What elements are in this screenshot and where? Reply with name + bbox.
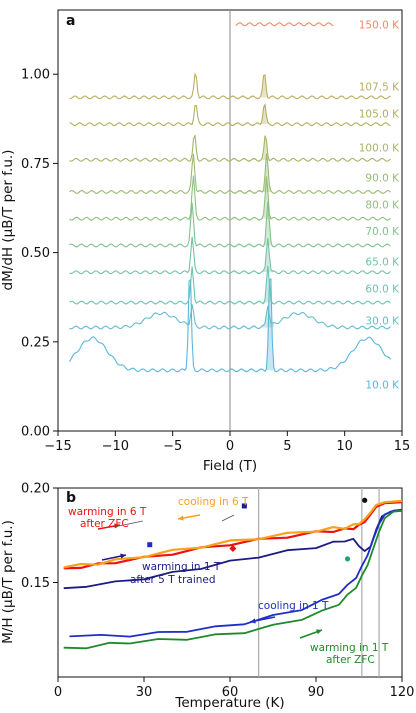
b-marker-circle: [362, 497, 368, 503]
a-xtick-label: 0: [226, 439, 234, 454]
a-series-line: [69, 175, 391, 221]
b-series-line: [63, 499, 403, 569]
a-ytick-label: 0.75: [21, 157, 50, 172]
a-series-shade: [232, 176, 273, 221]
a-ytick-label: 0.00: [21, 425, 50, 440]
b-arrow-head: [120, 553, 126, 559]
a-series-label: 70.0 K: [365, 226, 400, 238]
a-series-label: 10.0 K: [365, 380, 400, 392]
a-series-shade: [232, 265, 274, 304]
a-series-label: 65.0 K: [365, 257, 400, 269]
b-arrow-head: [250, 618, 256, 624]
b-xtick-label: 90: [308, 685, 325, 700]
a-ytick-label: 0.25: [21, 335, 50, 350]
a-series-line: [69, 72, 391, 100]
panel-b-ylabel: M/H (μB/T per f.u.): [0, 520, 16, 644]
a-series-line: [235, 22, 334, 27]
b-leader: [221, 514, 235, 522]
a-xtick-label: −10: [102, 439, 129, 454]
panel-b-ticks: 0 30 60 90 120 0.15 0.20: [21, 482, 414, 701]
b-annotation: after ZFC: [80, 518, 129, 530]
b-xtick-label: 120: [390, 685, 415, 700]
a-series-shade: [232, 237, 274, 274]
b-marker-square: [241, 503, 247, 509]
b-series-line: [63, 501, 403, 570]
a-ytick-label: 0.50: [21, 246, 50, 261]
a-xtick-label: 5: [283, 439, 291, 454]
a-series-label: 100.0 K: [359, 142, 400, 154]
a-series-line: [69, 278, 391, 373]
b-marker-circle: [344, 556, 351, 562]
b-xtick-label: 60: [222, 685, 239, 700]
panel-a-xlabel: Field (T): [203, 458, 257, 474]
b-marker-diamond: [229, 544, 237, 552]
a-series-line: [69, 265, 391, 305]
a-xtick-label: −15: [44, 439, 71, 454]
a-series-label: 80.0 K: [365, 199, 400, 211]
a-series-label: 30.0 K: [365, 315, 400, 327]
panel-b-xlabel: Temperature (K): [174, 695, 284, 711]
a-series-shade: [232, 153, 273, 194]
b-ytick-label: 0.15: [21, 576, 50, 591]
panel-a-ylabel: dM/dH (μB/T per f.u.): [0, 150, 16, 291]
b-marker-square: [147, 542, 153, 548]
chart-panel-a: 10.0 K 30.0 K 60.0 K 65.0 K 70.0 K 80.0 K 90.0…: [0, 9, 410, 474]
b-arrow-head: [178, 515, 184, 521]
panel-a-letter: a: [66, 13, 75, 29]
b-series-line: [69, 508, 403, 638]
a-series-label: 60.0 K: [365, 283, 400, 295]
b-xtick-label: 0: [54, 685, 62, 700]
b-series-line: [63, 509, 403, 650]
a-xtick-label: 15: [394, 439, 411, 454]
a-series-line: [69, 153, 391, 194]
b-annotation: cooling in 1 T: [258, 600, 329, 612]
a-series-shade: [232, 279, 277, 372]
panel-a-series: 10.0 K 30.0 K 60.0 K 65.0 K 70.0 K 80.0 K 90.0…: [69, 19, 400, 392]
b-annotation: warming in 6 T: [68, 506, 147, 518]
a-series-line: [69, 304, 391, 330]
a-ytick-label: 1.00: [21, 68, 50, 83]
a-series-label: 150.0 K: [359, 19, 400, 31]
b-annotation: warming in 1 T: [310, 642, 389, 654]
a-xtick-label: 10: [336, 439, 353, 454]
panel-b-arrows: [97, 514, 323, 639]
b-annotation: cooling in 6 T: [178, 496, 249, 508]
panel-b-series: [63, 499, 403, 650]
b-ytick-label: 0.20: [21, 482, 50, 497]
b-annotation: after 5 T trained: [130, 574, 216, 586]
a-series-label: 90.0 K: [365, 173, 400, 185]
a-series-label: 105.0 K: [359, 108, 400, 120]
b-annotation: warming in 1 T: [142, 561, 221, 573]
b-xtick-label: 30: [136, 685, 153, 700]
a-series-line: [69, 236, 391, 275]
panel-b-letter: b: [66, 490, 76, 506]
panel-b-vlines: [258, 488, 380, 677]
panel-a-ticks: −15 −10 −5 0 5 10 15 0.00 0.25 0.50 0.75 1.00: [21, 68, 410, 454]
a-series-shade: [232, 201, 274, 247]
a-series-shade: [232, 305, 274, 329]
a-series-line: [69, 201, 391, 248]
b-annotation: after ZFC: [326, 654, 375, 666]
a-series-line: [69, 102, 391, 127]
b-arrow-head: [316, 629, 322, 635]
panel-b-markers: [147, 497, 368, 562]
a-xtick-label: −5: [163, 439, 182, 454]
a-series-line: [69, 134, 391, 162]
b-leader: [113, 520, 144, 528]
a-series-label: 107.5 K: [359, 82, 400, 94]
